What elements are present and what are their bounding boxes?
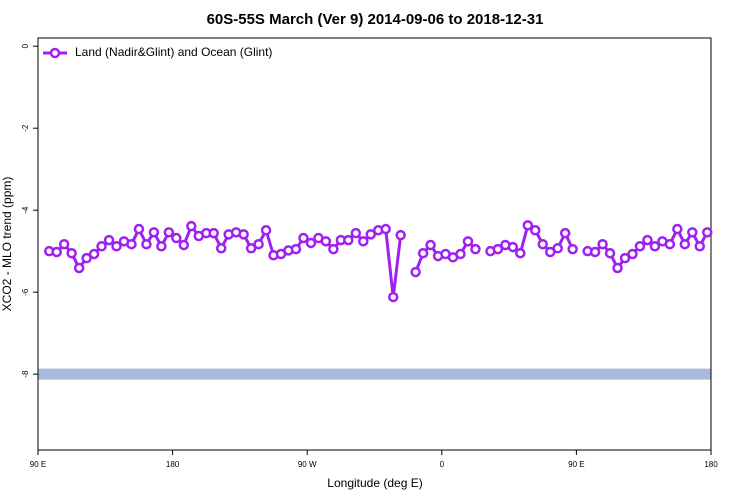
- data-point: [58, 238, 70, 250]
- data-point: [66, 247, 77, 259]
- data-point: [507, 241, 519, 253]
- data-point: [455, 248, 466, 260]
- data-point: [96, 241, 107, 252]
- data-point: [141, 238, 152, 250]
- data-point: [425, 239, 436, 251]
- data-point: [634, 241, 646, 252]
- data-point: [73, 262, 85, 274]
- legend-marker: [49, 47, 61, 59]
- data-point: [126, 238, 137, 250]
- data-line: [49, 223, 709, 299]
- data-point: [664, 238, 676, 250]
- data-point: [687, 227, 698, 238]
- plot-frame: [37, 37, 712, 451]
- data-point: [552, 243, 563, 254]
- data-point: [253, 238, 264, 250]
- data-point: [208, 227, 219, 239]
- y-tick-label: -2: [21, 124, 30, 132]
- legend-label: Land (Nadir&Glint) and Ocean (Glint): [75, 45, 272, 59]
- data-point: [328, 243, 339, 255]
- y-tick-label: -6: [21, 288, 30, 296]
- data-point: [81, 252, 92, 264]
- data-point: [238, 229, 249, 240]
- chart-title: 60S-55S March (Ver 9) 2014-09-06 to 2018…: [207, 11, 544, 28]
- data-point: [619, 252, 631, 264]
- data-point: [597, 238, 608, 250]
- data-point: [567, 243, 578, 255]
- data-point: [387, 291, 399, 303]
- data-point: [156, 241, 167, 252]
- data-point: [672, 223, 683, 235]
- data-point: [133, 223, 145, 235]
- data-point: [103, 234, 115, 246]
- data-point: [320, 236, 332, 247]
- data-point: [612, 262, 623, 274]
- y-axis-label: XCO2 - MLO trend (ppm): [0, 177, 14, 312]
- data-point: [462, 236, 474, 247]
- data-point: [51, 246, 62, 258]
- x-tick-label: 180: [166, 460, 180, 469]
- data-point: [649, 241, 661, 252]
- data-point: [88, 248, 100, 260]
- data-point: [305, 237, 317, 249]
- data-point: [380, 223, 391, 235]
- x-tick-label: 90 E: [568, 460, 584, 469]
- data-point: [365, 229, 377, 240]
- data-point: [298, 232, 309, 244]
- data-point: [604, 247, 616, 259]
- data-point: [679, 238, 691, 250]
- data-point: [589, 246, 601, 258]
- data-point: [358, 236, 369, 247]
- data-point: [186, 220, 197, 232]
- data-point: [290, 243, 302, 255]
- data-point: [492, 243, 504, 255]
- data-point: [350, 227, 362, 239]
- data-point: [395, 229, 406, 241]
- data-point: [627, 248, 638, 260]
- data-point: [148, 227, 160, 238]
- data-point: [537, 238, 548, 250]
- x-tick-label: 180: [704, 460, 718, 469]
- x-tick-label: 0: [440, 460, 445, 469]
- x-tick-label: 90 E: [30, 460, 46, 469]
- data-point: [702, 227, 713, 238]
- data-point: [470, 243, 481, 255]
- data-point: [343, 234, 354, 246]
- x-tick-label: 90 W: [298, 460, 317, 469]
- data-point: [530, 225, 541, 236]
- y-tick-label: -4: [21, 206, 30, 214]
- data-point: [260, 225, 272, 236]
- y-tick-label: -8: [21, 370, 30, 378]
- y-tick-label: 0: [21, 43, 30, 48]
- x-axis-label: Longitude (deg E): [327, 476, 422, 490]
- data-point: [515, 247, 526, 259]
- data-point: [178, 239, 190, 251]
- data-point: [111, 241, 122, 252]
- data-point: [410, 266, 421, 278]
- data-point: [642, 234, 653, 246]
- data-point: [417, 247, 429, 259]
- data-point: [163, 227, 175, 238]
- data-point: [522, 220, 534, 231]
- data-point: [559, 227, 571, 239]
- data-point: [694, 241, 706, 252]
- data-point: [245, 243, 257, 254]
- data-point: [171, 232, 182, 244]
- data-point: [215, 243, 227, 254]
